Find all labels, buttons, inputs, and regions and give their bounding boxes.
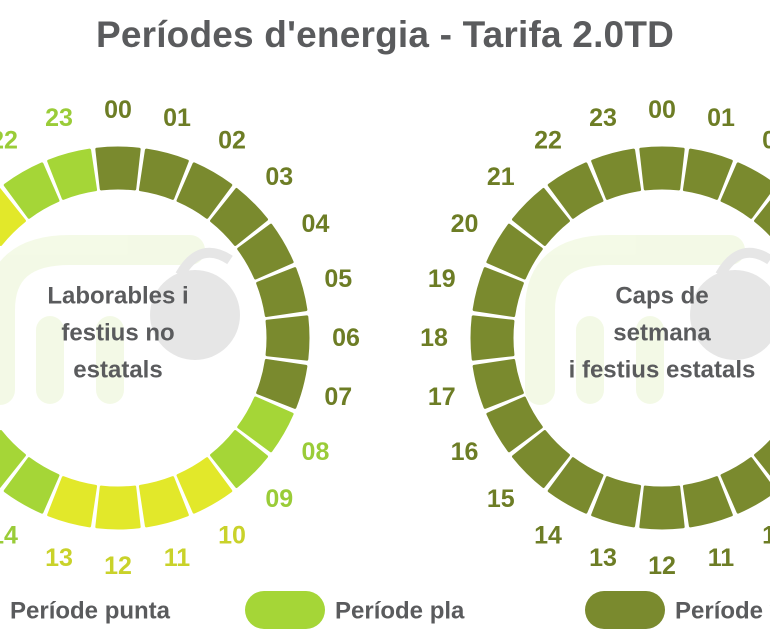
hour-label-13: 13 (589, 544, 617, 572)
legend-label-punta: Període punta (10, 598, 171, 625)
hour-segment-10 (176, 457, 233, 514)
hour-label-17: 17 (428, 383, 456, 411)
hour-segment-09 (210, 430, 268, 488)
hour-segment-13 (47, 476, 98, 528)
hour-label-14: 14 (0, 521, 18, 549)
legend-swatch-pla (245, 591, 325, 629)
hour-segment-05 (256, 267, 308, 318)
hour-segment-20 (486, 223, 543, 280)
hour-segment-16 (486, 396, 543, 453)
hour-segment-22 (547, 162, 604, 219)
hour-label-16: 16 (451, 438, 479, 466)
hour-segment-03 (754, 200, 770, 237)
hour-segment-14 (3, 457, 60, 514)
hour-label-11: 11 (708, 544, 735, 572)
hour-label-13: 13 (45, 544, 73, 572)
watermark-logo (525, 235, 770, 405)
watermark-logos (0, 235, 770, 405)
hour-label-02: 02 (762, 127, 770, 155)
hour-segment-17 (472, 358, 524, 409)
hour-label-06: 06 (332, 324, 360, 352)
hour-segment-02 (176, 162, 233, 219)
hour-label-10: 10 (762, 521, 770, 549)
clock-center-label: Caps de (615, 283, 708, 310)
hour-label-22: 22 (534, 127, 562, 155)
hour-segment-01 (682, 148, 733, 200)
hour-segment-21 (0, 188, 26, 246)
hour-label-18: 18 (420, 324, 448, 352)
hour-label-00: 00 (104, 96, 132, 124)
hour-label-02: 02 (218, 127, 246, 155)
hour-label-05: 05 (324, 265, 352, 293)
hour-label-20: 20 (451, 210, 479, 238)
hour-label-00: 00 (648, 96, 676, 124)
hour-label-15: 15 (487, 485, 515, 513)
hour-label-09: 09 (265, 485, 293, 513)
hour-segment-00 (639, 146, 685, 191)
hour-segment-23 (591, 148, 642, 200)
hour-segment-04 (237, 223, 294, 280)
hour-segment-10 (720, 457, 770, 514)
clock-center-label: Laborables i (47, 283, 188, 310)
clock-weekend: 0001020304050607080910111213141516171819… (420, 96, 770, 580)
hour-segment-14 (547, 457, 604, 514)
hour-segment-03 (210, 188, 268, 246)
hour-segment-08 (237, 396, 294, 453)
hour-segment-07 (256, 358, 308, 409)
hour-segment-19 (472, 267, 524, 318)
clock-center-label: estatals (73, 357, 162, 384)
hour-segment-15 (512, 430, 570, 488)
hour-label-07: 07 (324, 383, 352, 411)
hour-label-23: 23 (589, 104, 617, 132)
hour-label-21: 21 (487, 163, 515, 191)
hour-label-12: 12 (648, 552, 676, 580)
hour-label-22: 22 (0, 127, 18, 155)
hour-segment-15 (0, 430, 26, 488)
hour-segment-00 (95, 146, 141, 191)
page-title: Períodes d'energia - Tarifa 2.0TD (95, 14, 675, 55)
clock-center-label: i festius estatals (569, 357, 756, 384)
hour-segment-18 (470, 315, 515, 361)
legend-label-vall: Període vall (675, 598, 770, 625)
hour-segment-11 (682, 476, 733, 528)
hour-label-01: 01 (163, 104, 191, 132)
hour-segment-12 (95, 485, 141, 530)
hour-segment-06 (265, 315, 310, 361)
hour-label-04: 04 (302, 210, 330, 238)
legend: Període punta Període pla Període vall (10, 591, 770, 629)
hour-label-10: 10 (218, 521, 246, 549)
clock-center-label: setmana (613, 320, 711, 347)
hour-segment-23 (47, 148, 98, 200)
hour-label-11: 11 (164, 544, 191, 572)
hour-label-23: 23 (45, 104, 73, 132)
hour-segment-11 (138, 476, 189, 528)
hour-label-03: 03 (265, 163, 293, 191)
hour-label-01: 01 (707, 104, 735, 132)
hour-segment-13 (591, 476, 642, 528)
hour-segment-12 (639, 485, 685, 530)
clock-weekday: 0001020304050607080910111213141516171819… (0, 96, 360, 580)
hour-segment-09 (754, 439, 770, 476)
hour-segment-22 (3, 162, 60, 219)
hour-label-12: 12 (104, 552, 132, 580)
hour-segment-01 (138, 148, 189, 200)
watermark-logo (0, 235, 240, 405)
hour-label-08: 08 (302, 438, 330, 466)
legend-swatch-vall (585, 591, 665, 629)
legend-label-pla: Període pla (335, 598, 465, 625)
clock-center-label: festius no (61, 320, 174, 347)
hour-label-19: 19 (428, 265, 456, 293)
hour-segment-21 (512, 188, 570, 246)
hour-label-14: 14 (534, 521, 562, 549)
hour-segment-02 (720, 162, 770, 219)
